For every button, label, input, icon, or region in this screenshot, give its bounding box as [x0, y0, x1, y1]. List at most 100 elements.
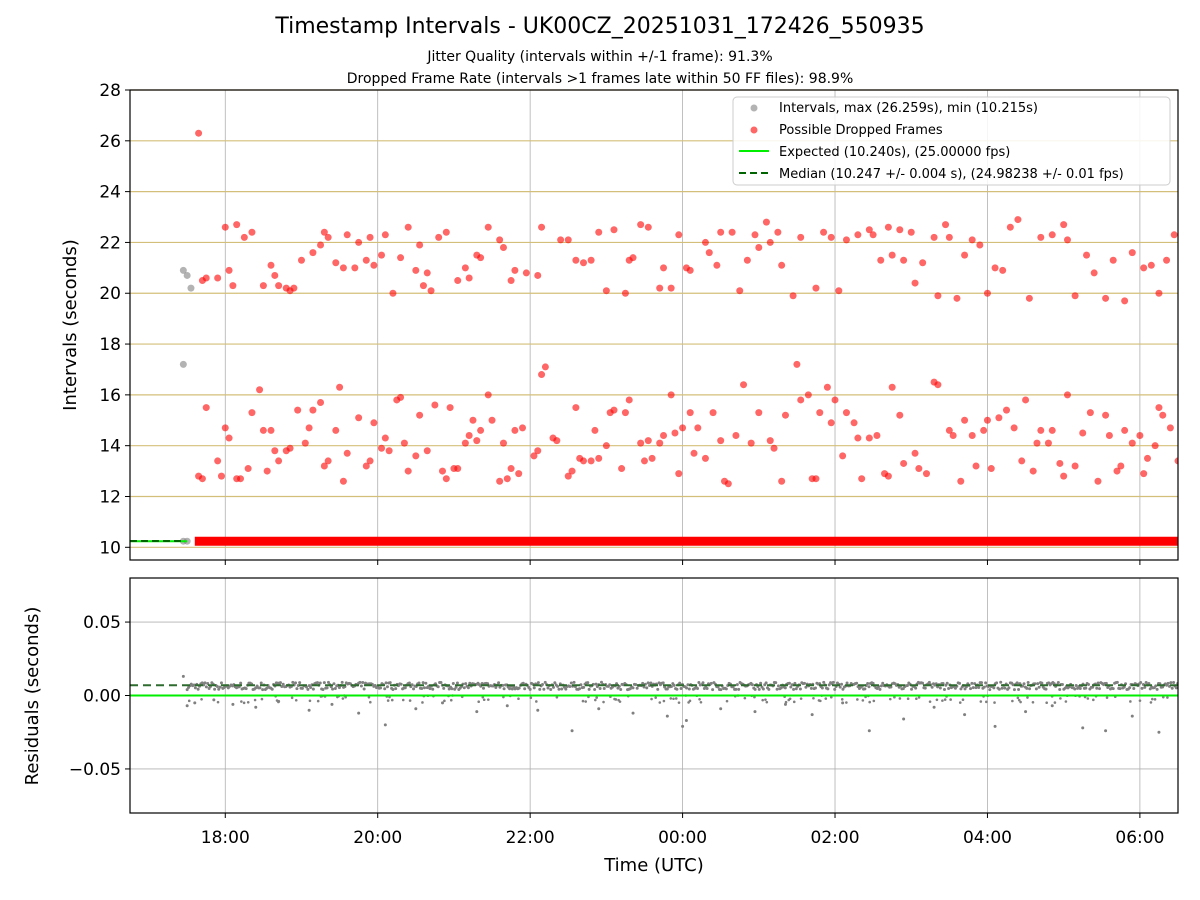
- dropped-frame-point: [381, 231, 389, 239]
- dropped-frame-point: [957, 477, 965, 485]
- residual-point: [1058, 688, 1062, 692]
- residual-point: [1026, 681, 1030, 685]
- top-axes: 10 12 14 16 18 20 22 24 26 28: [99, 81, 1141, 565]
- residual-point: [1053, 701, 1057, 704]
- residual-point: [824, 697, 828, 700]
- dropped-frame-point: [378, 251, 386, 259]
- residual-outlier-point: [475, 710, 479, 714]
- dropped-frame-point: [793, 360, 801, 368]
- dropped-frame-point: [244, 465, 252, 473]
- residual-point: [383, 687, 387, 691]
- dropped-frame-point: [637, 439, 645, 447]
- residual-point: [838, 685, 842, 689]
- residual-point: [1139, 680, 1143, 684]
- legend: Intervals, max (26.259s), min (10.215s) …: [732, 96, 1171, 186]
- residual-point: [538, 687, 542, 691]
- residual-point: [1096, 681, 1100, 685]
- residual-point: [294, 698, 298, 702]
- dropped-frame-point: [595, 228, 603, 236]
- residual-point: [614, 698, 618, 701]
- residual-point: [390, 698, 394, 702]
- dropped-frame-point: [370, 261, 378, 269]
- dropped-frame-point: [366, 233, 374, 241]
- residual-point: [774, 681, 778, 685]
- dropped-frame-point: [465, 432, 473, 440]
- dropped-frame-point: [797, 233, 805, 241]
- x-tick-label: 22:00: [506, 828, 555, 848]
- residual-point: [1111, 687, 1115, 691]
- residual-point: [942, 687, 946, 691]
- dropped-frame-point: [1121, 297, 1129, 305]
- top-y-tick-label: 14: [99, 437, 121, 457]
- dropped-frame-point: [229, 282, 237, 290]
- residual-point: [421, 701, 424, 704]
- dropped-frame-point: [435, 233, 443, 241]
- dropped-frame-point: [1071, 462, 1079, 470]
- residual-point: [792, 687, 796, 691]
- residual-point: [451, 681, 455, 685]
- dropped-frame-point: [1029, 467, 1037, 475]
- dropped-frame-point: [1048, 426, 1056, 434]
- residual-point: [593, 688, 597, 692]
- residual-point: [399, 682, 403, 686]
- dropped-frame-point: [412, 266, 420, 274]
- residual-point: [963, 687, 967, 691]
- residual-point: [468, 681, 472, 685]
- residual-point: [1028, 687, 1032, 691]
- residual-outlier-point: [681, 724, 685, 728]
- residual-point: [384, 681, 388, 685]
- dropped-frame-point: [690, 449, 698, 457]
- residual-point: [536, 681, 540, 685]
- residual-outlier-point: [1081, 726, 1085, 730]
- top-y-tick-label: 18: [99, 335, 121, 355]
- residual-point: [888, 697, 892, 701]
- residual-outlier-point: [753, 710, 757, 714]
- dropped-frame-point: [850, 419, 858, 427]
- residual-point: [970, 681, 974, 685]
- residual-outlier-point: [277, 699, 281, 703]
- dropped-frame-point: [602, 287, 610, 295]
- residual-point: [915, 697, 918, 700]
- dropped-frame-point: [568, 467, 576, 475]
- residual-point: [881, 681, 885, 685]
- residual-point: [578, 687, 582, 691]
- residual-point: [856, 698, 859, 701]
- residual-point: [649, 681, 653, 685]
- residual-point: [1144, 680, 1148, 684]
- dropped-frame-point: [983, 416, 991, 424]
- dropped-frame-point: [339, 477, 347, 485]
- dropped-frame-point: [496, 477, 504, 485]
- residual-point: [217, 687, 221, 691]
- dropped-frame-point: [591, 426, 599, 434]
- dropped-frame-point: [1155, 289, 1163, 297]
- dropped-frame-point: [816, 409, 824, 417]
- dropped-frame-point: [842, 409, 850, 417]
- residual-point: [988, 688, 992, 692]
- legend-label-expected: Expected (10.240s), (25.00000 fps): [779, 145, 1010, 160]
- dropped-frame-point: [835, 287, 843, 295]
- dropped-frame-point: [1166, 424, 1174, 432]
- residual-outlier-point: [963, 713, 967, 717]
- dropped-frame-point: [660, 264, 668, 272]
- dropped-frame-point: [858, 475, 866, 483]
- residual-point: [1129, 700, 1132, 703]
- residual-point: [394, 687, 398, 691]
- residual-point: [677, 701, 681, 704]
- dropped-frame-point: [896, 411, 904, 419]
- bottom-y-axis-label: Residuals (seconds): [22, 607, 43, 786]
- dropped-frame-point: [854, 434, 862, 442]
- residual-point: [783, 686, 787, 690]
- dropped-frame-point: [1174, 457, 1178, 465]
- residual-outlier-point: [1024, 710, 1028, 714]
- interval-point: [183, 271, 191, 279]
- residual-point: [930, 685, 934, 689]
- dropped-frame-point: [404, 467, 412, 475]
- dropped-frame-point: [900, 256, 908, 264]
- residual-point: [528, 687, 532, 691]
- residual-point: [403, 686, 407, 690]
- residual-point: [1012, 688, 1016, 692]
- residual-point: [280, 685, 284, 689]
- dropped-frame-point: [477, 254, 485, 262]
- residual-point: [997, 687, 1001, 691]
- dropped-frame-point: [538, 371, 546, 379]
